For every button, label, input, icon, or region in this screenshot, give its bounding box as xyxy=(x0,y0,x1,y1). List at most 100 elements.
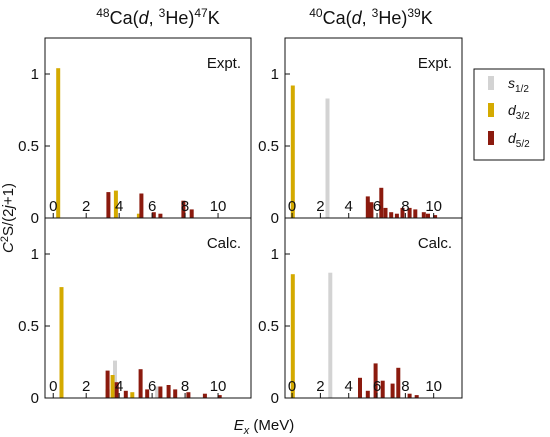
bar-k47-calc-s12-0 xyxy=(113,360,117,398)
title-right-a: Ca( xyxy=(323,8,352,28)
bar-k39-calc-d32-0 xyxy=(290,274,295,398)
bar-k39-calc-d52-6 xyxy=(407,393,412,398)
xtick-label-k47-calc-4: 8 xyxy=(181,378,189,395)
bar-k39-expt-d52-9 xyxy=(421,212,426,218)
ytick-label-k47-expt-2: 1 xyxy=(31,66,39,83)
frame-k47-calc xyxy=(44,217,252,399)
bar-k47-calc-d52-6 xyxy=(166,385,171,398)
legend-swatch-d52 xyxy=(488,131,494,145)
legend-label-d52-base: d xyxy=(508,130,517,146)
title-left-c: , xyxy=(149,8,159,28)
bar-k47-expt-d52-0 xyxy=(106,192,111,218)
legend-label-d32: d3/2 xyxy=(508,102,530,122)
bar-k47-expt-d52-5 xyxy=(189,209,194,218)
ytick-label-k39-calc-1: 0.5 xyxy=(258,318,279,335)
x-axis-label: Ex (MeV) xyxy=(234,417,295,437)
xtick-label-k47-expt-3: 6 xyxy=(148,198,156,215)
ytick-label-k47-calc-1: 0.5 xyxy=(18,318,39,335)
y-axis-label-d: +1) xyxy=(0,183,17,205)
title-right-pre: 40 xyxy=(309,6,323,20)
bar-k39-expt-d52-4 xyxy=(389,212,394,218)
title-right-b: d xyxy=(352,8,363,28)
y-axis-label: C2S/(2j+1) xyxy=(0,183,17,253)
title-right-e: K xyxy=(421,8,433,28)
bar-k39-calc-d52-2 xyxy=(373,363,378,398)
bar-k39-expt-d52-1 xyxy=(369,202,374,218)
bar-k47-expt-d52-2 xyxy=(151,212,156,218)
panel-tag-k39-expt: Expt. xyxy=(418,55,452,72)
xtick-label-k39-expt-5: 10 xyxy=(425,198,442,215)
xtick-label-k47-calc-5: 10 xyxy=(210,378,227,395)
xtick-label-k47-calc-1: 2 xyxy=(82,378,90,395)
bar-k47-expt-d32-0 xyxy=(56,68,61,218)
bar-k47-calc-s12-1 xyxy=(155,386,160,398)
legend-label-s12: s1/2 xyxy=(508,75,529,95)
ytick-label-k39-expt-1: 0.5 xyxy=(258,138,279,155)
ytick-label-k47-expt-0: 0 xyxy=(31,210,39,227)
bar-k47-calc-d32-1 xyxy=(110,375,115,398)
legend-label-s12-base: s xyxy=(508,75,515,91)
ytick-label-k39-calc-2: 1 xyxy=(271,246,279,263)
bar-k47-calc-d52-9 xyxy=(202,393,207,398)
bar-k39-expt-d52-10 xyxy=(426,213,430,218)
bar-k39-calc-d52-0 xyxy=(358,377,362,398)
bar-k47-calc-d52-0 xyxy=(105,370,110,398)
title-left: 48Ca(d, 3He)47K xyxy=(96,6,219,28)
bar-k47-calc-d32-0 xyxy=(59,287,64,398)
bar-k39-expt-d52-11 xyxy=(433,215,438,218)
bar-k39-calc-s12-0 xyxy=(328,272,333,398)
panel-tag-k47-expt: Expt. xyxy=(207,55,241,72)
bar-k47-expt-d52-4 xyxy=(181,200,186,218)
bar-k39-expt-d52-3 xyxy=(383,207,388,218)
x-axis-label-sub: x xyxy=(243,425,250,437)
title-left-e: K xyxy=(208,8,220,28)
legend-swatch-d32 xyxy=(488,103,494,117)
frame-k39-calc xyxy=(284,217,463,399)
bar-k47-calc-d52-4 xyxy=(145,389,150,398)
legend-label-s12-sub: 1/2 xyxy=(515,84,529,95)
xtick-label-k39-calc-3: 6 xyxy=(373,378,381,395)
bar-k39-calc-d52-4 xyxy=(390,383,395,398)
xtick-label-k47-calc-2: 4 xyxy=(115,378,123,395)
bar-k39-calc-d52-7 xyxy=(414,395,419,398)
legend-box xyxy=(473,68,545,161)
bar-k47-expt-d52-3 xyxy=(158,213,163,218)
xtick-label-k47-expt-2: 4 xyxy=(115,198,123,215)
bar-k47-calc-d52-10 xyxy=(217,395,222,398)
x-axis-label-a: E xyxy=(234,417,245,434)
title-left-pre: 48 xyxy=(96,6,110,20)
title-right-c: , xyxy=(362,8,372,28)
legend-label-d32-base: d xyxy=(508,102,517,118)
ytick-label-k47-expt-1: 0.5 xyxy=(18,138,39,155)
bar-k47-calc-d52-1 xyxy=(114,382,119,398)
bar-k39-expt-d52-7 xyxy=(407,207,412,218)
title-right-d: He) xyxy=(378,8,407,28)
y-axis-label-b: S/(2 xyxy=(0,208,17,236)
title-right-sup3: 39 xyxy=(407,6,421,20)
bar-k47-calc-d52-8 xyxy=(186,392,191,398)
xtick-label-k39-calc-5: 10 xyxy=(425,378,442,395)
xtick-label-k39-expt-0: 0 xyxy=(288,198,296,215)
title-left-sup3: 47 xyxy=(194,6,208,20)
xtick-label-k39-expt-1: 2 xyxy=(316,198,324,215)
xtick-label-k39-calc-2: 4 xyxy=(345,378,353,395)
xtick-label-k47-expt-5: 10 xyxy=(210,198,227,215)
title-left-b: d xyxy=(139,8,150,28)
bar-k39-expt-d52-2 xyxy=(379,187,384,218)
y-axis-label-a: C xyxy=(0,242,17,253)
title-left-d: He) xyxy=(165,8,194,28)
panel-tag-k47-calc: Calc. xyxy=(207,235,241,252)
x-axis-label-b: (MeV) xyxy=(249,417,294,434)
bar-k39-expt-s12-0 xyxy=(325,98,330,218)
ytick-label-k39-expt-0: 0 xyxy=(271,210,279,227)
bar-k39-expt-d32-0 xyxy=(290,85,295,218)
bar-k39-expt-d52-5 xyxy=(394,213,399,218)
xtick-label-k47-expt-0: 0 xyxy=(49,198,57,215)
ytick-label-k39-expt-2: 1 xyxy=(271,66,279,83)
bar-k47-expt-d32-2 xyxy=(136,213,141,218)
title-right: 40Ca(d, 3He)39K xyxy=(309,6,432,28)
